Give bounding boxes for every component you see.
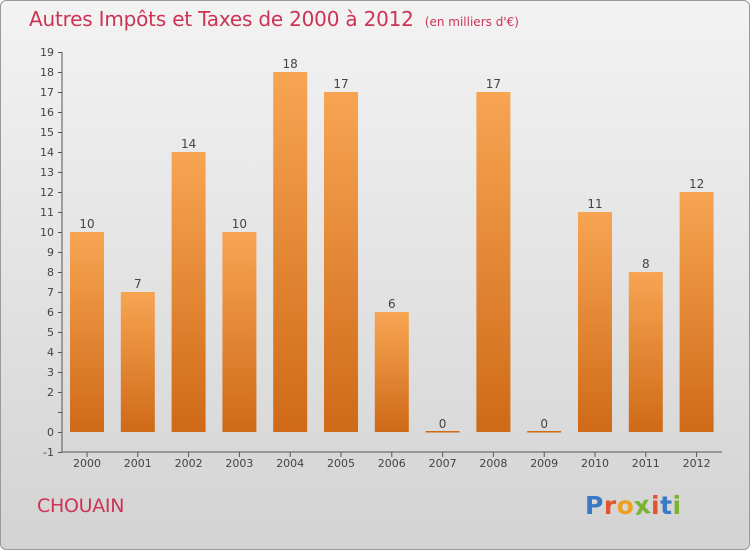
data-label-2002: 14 xyxy=(181,137,196,151)
y-tick-label: -1 xyxy=(43,446,54,459)
data-label-2009: 0 xyxy=(540,417,548,431)
x-tick-label-2004: 2004 xyxy=(276,457,304,470)
logo-letter: x xyxy=(632,489,653,522)
data-label-2004: 18 xyxy=(283,57,298,71)
proxiti-logo: Proxiti xyxy=(585,489,682,522)
logo-letter: r xyxy=(603,491,617,520)
chart-subtitle: (en milliers d'€) xyxy=(424,15,519,29)
x-tick-label-2003: 2003 xyxy=(225,457,253,470)
x-tick-label-2009: 2009 xyxy=(530,457,558,470)
town-name: CHOUAIN xyxy=(37,495,125,517)
x-tick-label-2006: 2006 xyxy=(378,457,406,470)
x-tick-label-2005: 2005 xyxy=(327,457,355,470)
bar-2011 xyxy=(628,272,663,432)
y-tick-label: 6 xyxy=(47,306,54,319)
data-label-2000: 10 xyxy=(79,217,94,231)
data-label-2012: 12 xyxy=(689,177,704,191)
y-tick-label: 10 xyxy=(40,226,54,239)
bar-2005 xyxy=(324,92,358,432)
y-tick-label: 17 xyxy=(40,86,54,99)
data-label-2006: 6 xyxy=(388,297,396,311)
y-tick-label: 19 xyxy=(40,46,54,59)
data-label-2008: 17 xyxy=(486,77,501,91)
data-label-2003: 10 xyxy=(232,217,247,231)
y-tick-label: 0 xyxy=(47,426,54,439)
y-tick-label: 2 xyxy=(47,386,54,399)
logo-letter: o xyxy=(616,491,635,520)
y-tick-label: 11 xyxy=(40,206,54,219)
x-tick-label-2000: 2000 xyxy=(73,457,101,470)
data-label-2001: 7 xyxy=(134,277,142,291)
chart-data-labels: 10 7 14 10 18 17 6 0 17 0 11 8 12 xyxy=(79,57,704,431)
y-tick-label: 18 xyxy=(40,66,54,79)
bar-2002 xyxy=(171,152,206,432)
chart-bars xyxy=(70,72,714,433)
logo-letter: i xyxy=(672,491,682,520)
y-tick-label: 5 xyxy=(47,326,54,339)
bar-2006 xyxy=(374,312,409,432)
bar-2004 xyxy=(273,72,308,432)
data-label-2005: 17 xyxy=(333,77,348,91)
logo-letter: i xyxy=(651,491,661,520)
bar-2009 xyxy=(527,431,562,433)
logo-letter: t xyxy=(660,491,673,520)
y-tick-label: 14 xyxy=(40,146,54,159)
logo-letter: P xyxy=(585,491,604,520)
bar-2012 xyxy=(679,192,714,432)
bar-2008 xyxy=(476,92,511,432)
x-tick-label-2010: 2010 xyxy=(581,457,609,470)
y-tick-label: 9 xyxy=(47,246,54,259)
x-tick-label-2002: 2002 xyxy=(175,457,203,470)
y-tick-label: 4 xyxy=(47,346,54,359)
y-tick-label: 15 xyxy=(40,126,54,139)
y-tick-label: 16 xyxy=(40,106,54,119)
y-tick-label: 12 xyxy=(40,186,54,199)
y-tick-label: 8 xyxy=(47,266,54,279)
chart-title-row: Autres Impôts et Taxes de 2000 à 2012 (e… xyxy=(29,7,519,31)
bar-2007 xyxy=(425,431,460,433)
x-tick-label-2008: 2008 xyxy=(479,457,507,470)
y-tick-label: 13 xyxy=(40,166,54,179)
x-tick-label-2012: 2012 xyxy=(683,457,711,470)
x-tick-label-2001: 2001 xyxy=(124,457,152,470)
bar-2003 xyxy=(222,232,257,432)
y-tick-label: 3 xyxy=(47,366,54,379)
x-tick-label-2011: 2011 xyxy=(632,457,660,470)
chart-title: Autres Impôts et Taxes de 2000 à 2012 xyxy=(29,7,414,31)
bar-2010 xyxy=(578,212,612,432)
bar-2001 xyxy=(120,292,155,432)
x-tick-label-2007: 2007 xyxy=(429,457,457,470)
y-tick-label: 7 xyxy=(47,286,54,299)
data-label-2011: 8 xyxy=(642,257,650,271)
bar-2000 xyxy=(70,232,104,432)
data-label-2007: 0 xyxy=(439,417,447,431)
chart-axes: -1 0 2 3 4 5 6 7 8 9 10 11 12 13 14 15 16 17 18 19 2000 2001 2… xyxy=(40,46,722,470)
data-label-2010: 11 xyxy=(587,197,602,211)
